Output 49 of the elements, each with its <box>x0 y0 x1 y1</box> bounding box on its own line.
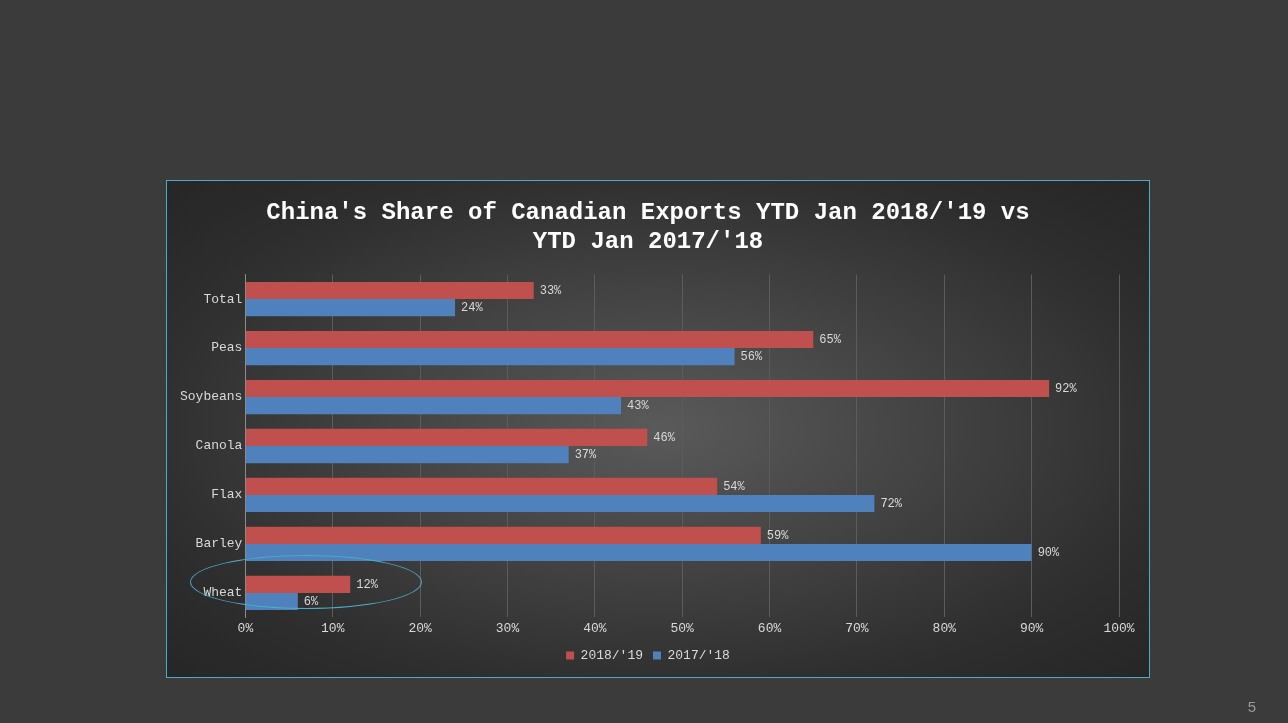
data-label: 72% <box>880 496 903 511</box>
bar <box>245 477 718 495</box>
y-tick-label: Flax <box>211 487 243 503</box>
bar <box>245 299 456 317</box>
data-label: 24% <box>461 300 484 315</box>
y-tick-label: Total <box>203 291 243 307</box>
data-label: 90% <box>1037 545 1061 560</box>
text: 5 <box>1247 698 1256 715</box>
x-tick-label: 30% <box>495 620 520 636</box>
y-tick-label: Barley <box>195 536 243 552</box>
x-tick-label: 0% <box>237 620 254 636</box>
y-tick-label: Canola <box>195 438 243 454</box>
bar <box>245 446 569 464</box>
bar <box>245 428 648 446</box>
bar <box>245 379 1050 398</box>
data-label: 37% <box>574 447 598 462</box>
data-label: 43% <box>627 398 650 413</box>
chart-title: China's Share of Canadian Exports YTD Jan 2018/'19 vs YTD Jan 2017/'18 <box>266 199 1030 256</box>
data-label: 6% <box>303 594 320 609</box>
data-label: 46% <box>653 430 676 445</box>
legend-label: 2018/'19 <box>580 647 644 663</box>
data-label: 59% <box>766 528 790 543</box>
x-tick-label: 90% <box>1019 620 1044 636</box>
x-tick-label: 40% <box>583 620 607 636</box>
x-tick-label: 60% <box>757 620 782 636</box>
x-tick-label: 50% <box>670 620 695 636</box>
x-tick-label: 100% <box>1103 620 1135 636</box>
data-label: 65% <box>819 332 842 347</box>
y-tick-label: Wheat <box>203 585 243 601</box>
x-tick-label: 10% <box>321 620 345 636</box>
data-label: 33% <box>539 283 563 298</box>
y-tick-label: Soybeans <box>179 389 243 405</box>
data-label: 54% <box>723 479 746 494</box>
bar <box>245 281 534 300</box>
bar <box>245 330 814 349</box>
bar <box>245 348 735 366</box>
x-tick-label: 80% <box>932 620 957 636</box>
x-tick-label: 20% <box>408 620 433 636</box>
legend-label: 2017/'18 <box>667 647 730 663</box>
bar <box>245 526 761 544</box>
data-label: 12% <box>356 577 379 592</box>
bar <box>245 397 622 415</box>
data-label: 92% <box>1055 381 1078 396</box>
bar <box>245 575 351 593</box>
x-tick-label: 70% <box>845 620 869 636</box>
bar <box>245 543 1032 562</box>
y-tick-label: Peas <box>211 340 243 356</box>
bar <box>245 494 875 513</box>
data-label: 56% <box>740 349 764 364</box>
